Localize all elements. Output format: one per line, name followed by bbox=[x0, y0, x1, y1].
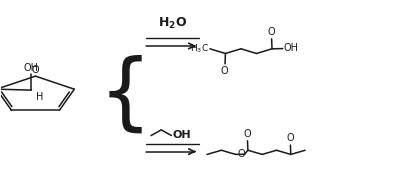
Text: $\mathbf{H_2O}$: $\mathbf{H_2O}$ bbox=[157, 16, 187, 31]
Text: O: O bbox=[237, 149, 245, 159]
Text: O: O bbox=[243, 129, 250, 139]
Text: O: O bbox=[285, 133, 293, 143]
Text: OH: OH bbox=[283, 43, 298, 53]
Text: O: O bbox=[31, 65, 39, 75]
Text: O: O bbox=[220, 66, 228, 76]
Text: OH: OH bbox=[172, 130, 191, 140]
Text: H: H bbox=[36, 92, 43, 102]
Text: {: { bbox=[99, 55, 151, 135]
Text: O: O bbox=[267, 27, 274, 36]
Text: H$_3$C: H$_3$C bbox=[190, 43, 209, 55]
Text: OH: OH bbox=[24, 63, 39, 73]
